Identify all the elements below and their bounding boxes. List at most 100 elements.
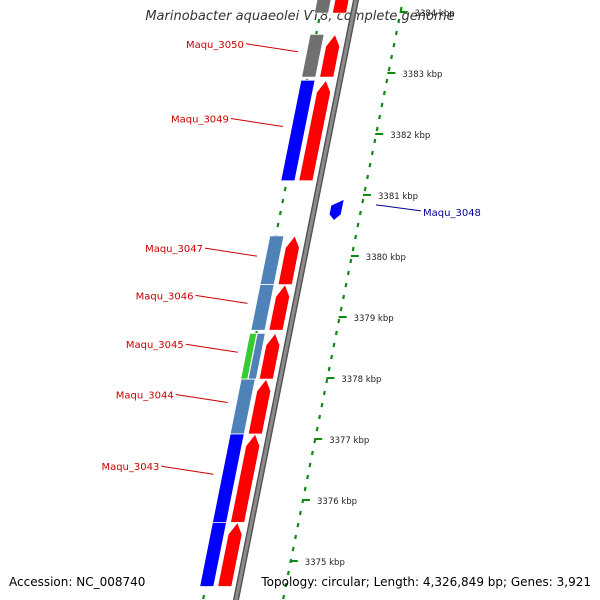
minor-tick (382, 90, 386, 96)
genome-backbone (232, 0, 360, 600)
label-leader-line (195, 294, 248, 304)
minor-tick (320, 402, 324, 408)
minor-tick (385, 78, 389, 84)
gene-feature (331, 0, 350, 14)
minor-tick (278, 210, 282, 216)
scale-labels: 3384 kbp 3383 kbp 3382 kbp 3381 kbp 3380 kbp… (289, 9, 455, 568)
minor-tick (303, 486, 307, 492)
minor-tick (330, 354, 334, 360)
minor-tick (370, 150, 374, 156)
scale-tick-label: 3382 kbp (390, 131, 430, 141)
topology-label: Topology: circular; Length: 4,326,849 bp… (261, 575, 591, 589)
minor-tick (276, 222, 280, 228)
label-leader-line (185, 343, 238, 353)
gene-label: Maqu_3049 (171, 115, 229, 126)
minor-tick (339, 306, 343, 312)
minor-tick (349, 258, 353, 264)
minor-tick (283, 186, 287, 192)
gene-feature (247, 378, 272, 435)
minor-tick (344, 282, 348, 288)
map-title: Marinobacter aquaeolei VT8, complete gen… (145, 9, 455, 24)
label-leader-line (375, 204, 422, 212)
scale-tick-label: 3376 kbp (317, 497, 357, 507)
minor-tick (342, 294, 346, 300)
gene-feature (268, 283, 291, 331)
minor-tick (354, 234, 358, 240)
scale-tick-label: 3377 kbp (329, 436, 369, 446)
gene-feature (258, 332, 281, 380)
label-leader-line (161, 465, 214, 475)
gene-label: Maqu_3050 (186, 40, 244, 51)
gene-feature (230, 433, 261, 523)
scale-tick-track (282, 6, 403, 600)
label-leader-line (204, 247, 258, 257)
minor-tick (286, 570, 290, 576)
minor-tick (356, 222, 360, 228)
gene-feature (298, 79, 332, 182)
cds-feature (328, 198, 345, 222)
minor-tick (337, 318, 341, 324)
backbone-line-inner (234, 0, 358, 600)
gene-label: Maqu_3046 (136, 291, 194, 302)
gene-label: Maqu_3047 (145, 244, 203, 255)
minor-tick (298, 510, 302, 516)
minor-tick (317, 18, 321, 24)
minor-tick (375, 126, 379, 132)
minor-tick (310, 450, 314, 456)
label-leader-line (175, 394, 228, 404)
gene-label: Maqu_3044 (116, 391, 174, 402)
cds-feature (313, 0, 332, 14)
minor-tick (327, 366, 331, 372)
minor-tick (315, 426, 319, 432)
scale-tick-label: 3379 kbp (354, 314, 394, 324)
scale-tick-label: 3375 kbp (305, 558, 345, 568)
cds-feature (247, 332, 266, 380)
cds-feature (280, 79, 316, 182)
gene-label: Maqu_3043 (101, 462, 159, 473)
gene-feature (217, 521, 243, 587)
gene-labels: Maqu_3050 Maqu_3049 Maqu_3048 Maqu_3047 Maqu… (101, 40, 481, 475)
gene-feature (319, 33, 341, 78)
label-leader-line (245, 43, 298, 53)
minor-tick (351, 246, 355, 252)
cds-track (199, 0, 345, 587)
forward-gene-track (217, 0, 350, 587)
minor-tick (202, 594, 206, 600)
gene-feature (277, 234, 300, 286)
gene-label: Maqu_3045 (126, 340, 184, 351)
minor-tick (334, 330, 338, 336)
minor-tick (380, 102, 384, 108)
minor-tick (346, 270, 350, 276)
minor-tick (281, 198, 285, 204)
scale-tick-label: 3384 kbp (415, 9, 455, 19)
gene-label: Maqu_3048 (423, 208, 481, 219)
minor-tick (296, 522, 300, 528)
scale-tick-label: 3381 kbp (378, 192, 418, 202)
minor-tick (294, 534, 298, 540)
minor-tick (399, 6, 403, 12)
minor-tick (358, 210, 362, 216)
minor-tick (325, 378, 329, 384)
minor-tick (332, 342, 336, 348)
scale-tick-label: 3383 kbp (402, 70, 442, 80)
minor-tick (308, 462, 312, 468)
minor-tick (284, 582, 288, 588)
minor-tick (318, 414, 322, 420)
minor-tick (378, 114, 382, 120)
minor-tick (373, 138, 377, 144)
minor-tick (368, 162, 372, 168)
minor-tick (390, 54, 394, 60)
minor-tick (361, 198, 365, 204)
cds-feature (301, 34, 325, 78)
minor-tick (306, 474, 310, 480)
accession-label: Accession: NC_008740 (9, 575, 146, 589)
minor-tick (392, 42, 396, 48)
minor-tick (387, 66, 391, 72)
minor-tick (322, 390, 326, 396)
minor-tick (291, 546, 295, 552)
minor-tick (397, 18, 401, 24)
cds-feature (250, 284, 275, 331)
minor-tick (394, 30, 398, 36)
minor-tick (363, 186, 367, 192)
